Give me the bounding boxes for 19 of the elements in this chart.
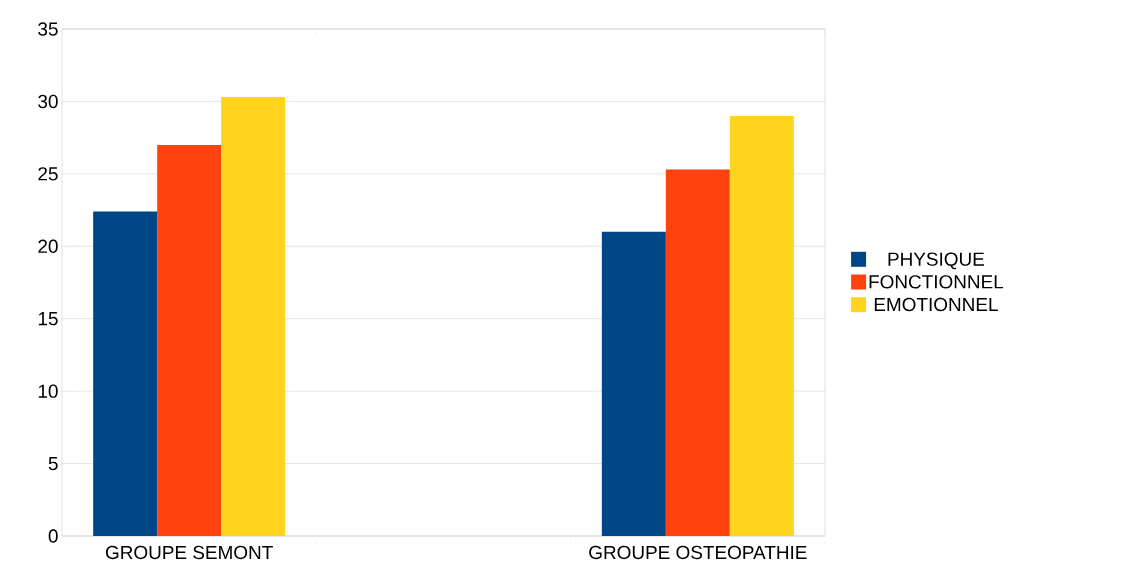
y-tick-label: 30 (38, 94, 58, 109)
bar (665, 169, 730, 536)
x-tick-label: GROUPE SEMONT (105, 545, 273, 560)
y-tick-label: 15 (38, 312, 58, 326)
y-tick-label: 5 (48, 456, 58, 471)
legend-label: EMOTIONNEL (874, 297, 998, 312)
y-tick-label: 35 (38, 22, 58, 36)
bar (157, 144, 222, 536)
bar (93, 211, 158, 536)
legend-label: PHYSIQUE (888, 252, 985, 270)
y-tick-label: 10 (38, 384, 58, 398)
bar (729, 115, 794, 536)
y-tick-label: 25 (38, 167, 58, 181)
bar (221, 97, 286, 536)
bar (601, 231, 666, 536)
y-tick-label: 20 (38, 239, 58, 253)
legend-label: FONCTIONNEL (869, 275, 1004, 289)
y-tick-label: 0 (48, 529, 58, 543)
x-tick-label: GROUPE OSTEOPATHIE (589, 545, 807, 560)
